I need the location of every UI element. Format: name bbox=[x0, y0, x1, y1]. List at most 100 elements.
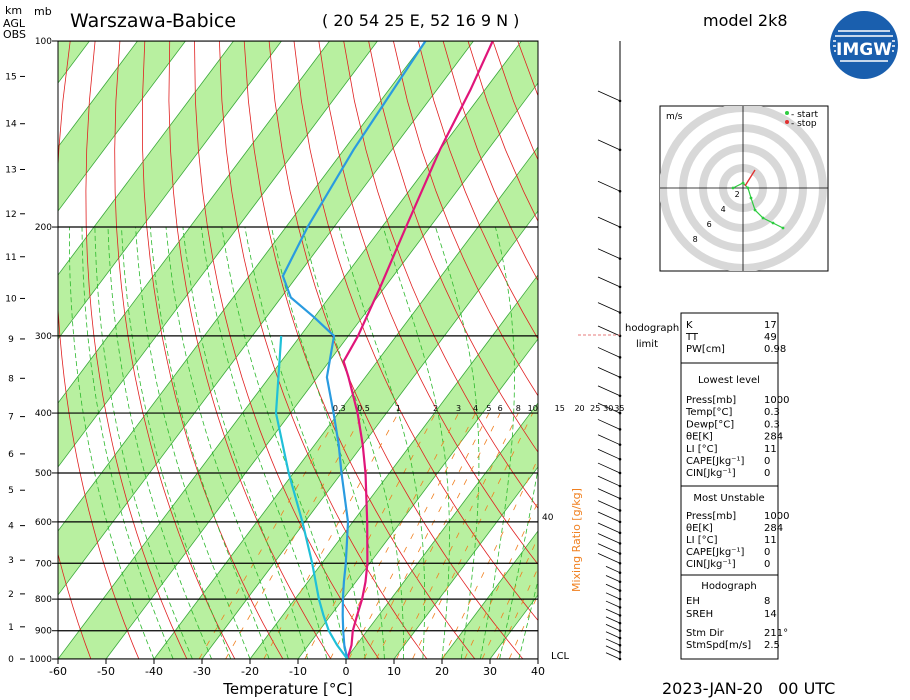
most-unstable-3-value: 0 bbox=[764, 547, 770, 558]
wind-barb-dot bbox=[618, 643, 622, 647]
height-tick-label: 11 bbox=[5, 253, 16, 263]
pressure-tick-label: 1000 bbox=[29, 655, 52, 665]
lowest-level-4-value: 11 bbox=[764, 444, 777, 455]
mixing-ratio-line bbox=[496, 567, 538, 659]
mixing-ratio-tick-label: 25 bbox=[590, 404, 600, 413]
storm-motion-arrow bbox=[744, 169, 756, 187]
lowest-level-1-label: Temp[°C] bbox=[685, 407, 733, 418]
profile-line-1 bbox=[342, 41, 494, 659]
x-tick-label: -60 bbox=[49, 665, 67, 678]
wind-barb bbox=[597, 448, 621, 460]
hodograph-stop-marker bbox=[785, 120, 789, 124]
index-top-2-label: PW[cm] bbox=[686, 344, 725, 355]
hodograph-point bbox=[781, 226, 785, 230]
dry-adiabat bbox=[194, 41, 380, 659]
lowest-level-6-label: CIN[Jkg⁻¹] bbox=[686, 468, 736, 479]
wind-barb-dot bbox=[618, 621, 622, 625]
pressure-tick-label: 100 bbox=[35, 37, 52, 47]
wind-barb bbox=[597, 543, 621, 554]
wind-barb-dot bbox=[618, 311, 622, 314]
hodograph-index-1-value: 14 bbox=[764, 609, 777, 620]
wind-barb-dot bbox=[618, 606, 622, 609]
storm-index-1-label: StmSpd[m/s] bbox=[686, 640, 751, 651]
wind-barb-dot bbox=[618, 552, 622, 555]
x-tick-label: -40 bbox=[145, 665, 163, 678]
wind-barb bbox=[605, 592, 621, 600]
x-tick-label: 20 bbox=[435, 665, 449, 678]
wind-barb bbox=[605, 645, 621, 653]
wind-barb-dot bbox=[618, 285, 622, 289]
wind-barb bbox=[605, 616, 621, 624]
pressure-tick-label: 200 bbox=[35, 223, 52, 233]
profile-line-2 bbox=[281, 41, 427, 659]
dry-adiabat bbox=[318, 41, 538, 565]
wind-barb-dot bbox=[618, 428, 622, 431]
mixing-ratio-tick-label: 5 bbox=[486, 404, 491, 413]
hodograph-index-0-value: 8 bbox=[764, 596, 770, 607]
wind-barb-dot bbox=[618, 189, 622, 193]
wind-barb bbox=[597, 462, 621, 474]
wind-barb-column bbox=[597, 41, 622, 661]
wind-barb-dot bbox=[618, 597, 622, 601]
wind-barb bbox=[597, 90, 621, 102]
wind-barb-dot bbox=[618, 580, 622, 584]
model-label: model 2k8 bbox=[703, 11, 788, 30]
wind-barb-dot bbox=[618, 411, 622, 415]
dry-adiabat bbox=[343, 41, 538, 509]
wind-barb-dot bbox=[618, 629, 622, 633]
height-tick-label: 0 bbox=[8, 655, 14, 665]
mixing-ratio-line bbox=[375, 412, 501, 659]
dry-adiabat bbox=[393, 41, 538, 397]
dry-adiabat bbox=[219, 41, 428, 659]
height-axis-unit-label: km AGL OBS bbox=[3, 4, 26, 41]
hodograph-start-marker bbox=[785, 111, 789, 115]
wind-barb bbox=[597, 325, 621, 337]
imgw-logo-text: IMGW bbox=[836, 40, 892, 60]
wind-barb bbox=[597, 402, 621, 414]
wind-barb bbox=[597, 347, 621, 358]
wind-barb-dot bbox=[618, 589, 622, 592]
height-tick-label: 13 bbox=[5, 165, 16, 175]
most-unstable-4-value: 0 bbox=[764, 559, 770, 570]
wind-barb bbox=[597, 180, 621, 192]
wind-barb-dot bbox=[618, 614, 622, 617]
wind-barb bbox=[605, 608, 621, 616]
isotherm-band bbox=[58, 41, 538, 659]
height-tick-label: 12 bbox=[5, 210, 16, 220]
x-axis-title: Temperature [°C] bbox=[222, 680, 352, 698]
hodograph-ring-label: 6 bbox=[707, 220, 712, 229]
most-unstable-0-label: Press[mb] bbox=[686, 511, 736, 522]
hodograph-start-legend: - start bbox=[791, 110, 819, 120]
mixing-ratio-line bbox=[481, 536, 538, 659]
most-unstable-1-label: θE[K] bbox=[686, 523, 713, 534]
mixing-ratio-line bbox=[263, 412, 399, 659]
hodograph-ring-label: 8 bbox=[693, 235, 698, 244]
dry-adiabat bbox=[85, 41, 188, 659]
height-tick-label: 6 bbox=[8, 450, 14, 460]
wind-barb-dot bbox=[618, 257, 622, 260]
most-unstable-title: Most Unstable bbox=[693, 493, 764, 504]
most-unstable-2-value: 11 bbox=[764, 535, 777, 546]
wind-barb bbox=[597, 475, 621, 487]
height-tick-label: 2 bbox=[8, 590, 14, 600]
wind-barb-dot bbox=[618, 520, 622, 524]
mixing-ratio-tick-label: 0.3 bbox=[333, 404, 346, 413]
x-tick-label: 10 bbox=[387, 665, 401, 678]
index-top-1-value: 49 bbox=[764, 332, 777, 343]
dry-adiabat bbox=[58, 552, 92, 659]
dry-adiabat bbox=[243, 41, 476, 659]
storm-index-1-value: 2.5 bbox=[764, 640, 780, 651]
x-tick-label: 0 bbox=[343, 665, 350, 678]
wind-barb-dot bbox=[618, 356, 622, 359]
pressure-tick-label: 500 bbox=[35, 469, 52, 479]
wind-barb-dot bbox=[618, 650, 622, 654]
hodograph-index-0-label: EH bbox=[686, 596, 700, 607]
x-tick-label: 30 bbox=[483, 665, 497, 678]
mixing-ratio-line bbox=[225, 412, 364, 659]
lowest-level-0-value: 1000 bbox=[764, 395, 789, 406]
hodograph-stop-legend: - stop bbox=[791, 119, 817, 129]
isotherm-band bbox=[58, 41, 378, 468]
x-tick-label: -50 bbox=[97, 665, 115, 678]
